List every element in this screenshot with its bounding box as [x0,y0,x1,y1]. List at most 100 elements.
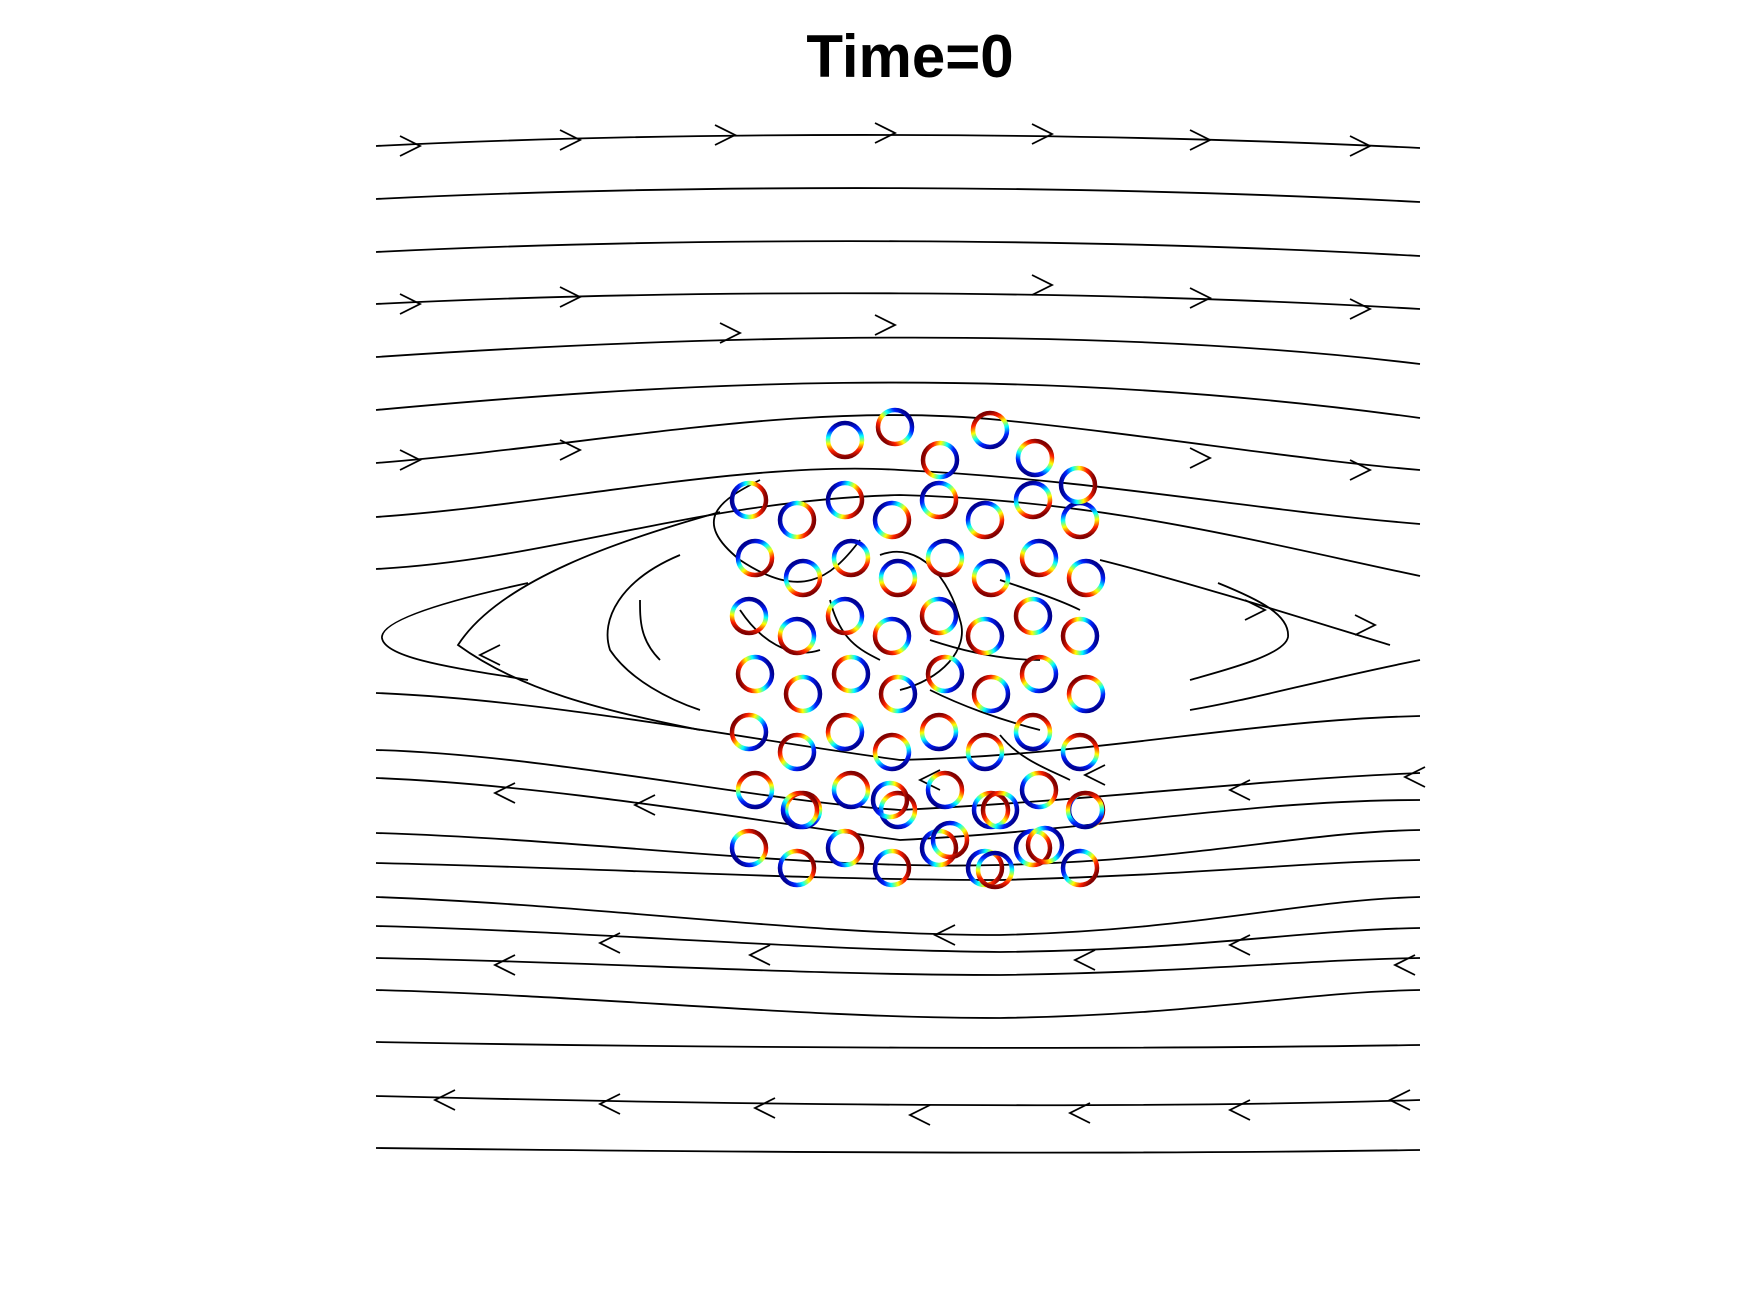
streamline [456,511,721,731]
particle-ring [729,596,769,636]
particle-ring [1060,848,1100,888]
particle-ring [975,850,1015,890]
streamline-arrow [559,286,583,308]
streamline [375,467,1421,525]
particle-ring [777,732,817,772]
streamline-arrow [747,944,771,966]
particle-ring [965,500,1005,540]
particle-ring [919,712,959,752]
streamline [375,957,1421,976]
streamline [375,925,1421,953]
streamline-arrow [1227,779,1251,801]
particle-ring [1066,558,1106,598]
streamline-arrow [399,293,423,315]
streamline [739,609,821,654]
particle-ring [980,790,1020,830]
streamline-arrow [1072,949,1096,971]
particle-ring [825,480,865,520]
streamline-arrow [1349,135,1373,157]
particle-ring [925,654,965,694]
streamline-arrow [492,954,516,976]
particle-ring [872,732,912,772]
streamline [375,494,1421,577]
streamline [375,381,1421,419]
particle-ring [1013,712,1053,752]
particle-ring [1060,616,1100,656]
streamline [879,550,963,691]
streamline-arrow [874,314,898,336]
particle-ring [872,500,912,540]
streamline [375,292,1421,310]
streamline-arrow [399,135,423,157]
particle-ring [878,674,918,714]
streamline [375,692,1421,761]
particle-ring [920,440,960,480]
streamline-arrow [1189,129,1213,151]
streamline [1099,559,1391,646]
particle-ring [1019,654,1059,694]
streamline-arrow [1189,287,1213,309]
streamline-arrow [1349,298,1373,320]
streamline [999,734,1071,781]
streamline [375,134,1421,149]
streamline-arrow [632,794,656,816]
particle-ring [777,500,817,540]
streamline [375,240,1421,257]
particle-ring [1066,674,1106,714]
streamline [829,599,881,661]
particle-ring [1015,438,1055,478]
streamline [375,336,1421,365]
streamline [1189,582,1289,681]
streamline-arrow [399,449,423,471]
particle-ring [735,770,775,810]
streamline [1189,659,1421,711]
particle-ring [825,596,865,636]
particle-ring [1019,770,1059,810]
streamline-arrow [1227,934,1251,956]
streamline-arrow [1349,459,1373,481]
particle-ring [870,780,910,820]
particle-ring [965,616,1005,656]
streamline [375,896,1421,936]
particle-ring [925,538,965,578]
particle-ring [825,712,865,752]
particles [729,407,1106,890]
streamline [375,1147,1421,1154]
streamline [375,829,1421,867]
particle-ring [783,558,823,598]
streamline-arrow [932,924,956,946]
streamline-arrow [1227,1099,1251,1121]
streamline [381,582,529,681]
particle-ring [971,674,1011,714]
streamline-arrow [559,129,583,151]
streamline-arrow [1189,447,1213,469]
particle-ring [1058,465,1098,505]
particle-ring [735,654,775,694]
streamline-arrow [907,1104,931,1126]
streamline-arrow [597,1093,621,1115]
streamline-arrow [1392,954,1416,976]
streamline-arrow [714,124,738,146]
streamline [929,689,1041,731]
particle-ring [878,558,918,598]
particle-ring [1013,480,1053,520]
streamline [375,187,1421,203]
particle-ring [831,538,871,578]
particle-ring [735,538,775,578]
streamline-arrow [432,1089,456,1111]
streamline-arrow [1402,766,1426,788]
streamline-arrow [1354,614,1378,636]
particle-ring [777,616,817,656]
streamline-arrow [1387,1089,1411,1111]
particle-ring [780,790,820,830]
streamline-arrow [1082,764,1106,786]
particle-ring [971,558,1011,598]
particle-ring [930,820,970,860]
streamline-arrow [752,1097,776,1119]
particle-ring [1025,825,1065,865]
streamline-arrow [1031,274,1055,296]
particle-ring [831,654,871,694]
particle-ring [872,616,912,656]
